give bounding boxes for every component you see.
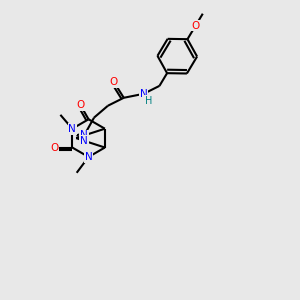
Text: O: O	[76, 100, 85, 110]
Text: N: N	[80, 130, 88, 140]
Text: O: O	[50, 142, 59, 152]
Text: O: O	[191, 21, 200, 31]
Text: N: N	[68, 124, 76, 134]
Text: O: O	[110, 77, 118, 87]
Text: H: H	[145, 96, 152, 106]
Text: N: N	[140, 89, 148, 99]
Text: N: N	[80, 136, 88, 146]
Text: N: N	[85, 152, 92, 162]
